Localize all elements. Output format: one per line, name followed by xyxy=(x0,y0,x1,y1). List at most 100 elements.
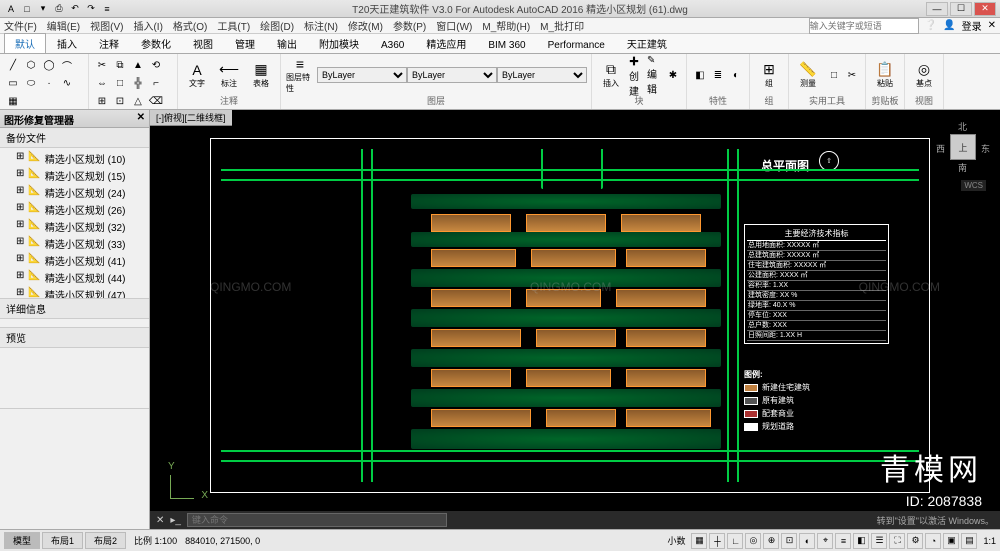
status-extras[interactable]: 小数 xyxy=(667,534,685,547)
ribbon-button[interactable]: ◯ xyxy=(40,56,58,74)
layout-tab[interactable]: 布局2 xyxy=(85,532,126,549)
ribbon-button[interactable]: ⊞组 xyxy=(754,57,784,93)
ribbon-button[interactable]: ⊞ xyxy=(93,92,111,110)
viewcube-west[interactable]: 西 xyxy=(936,142,945,155)
menu-item[interactable]: 格式(O) xyxy=(173,18,207,33)
preview-title[interactable]: 预览 xyxy=(0,328,149,348)
status-toggle[interactable]: ⛶ xyxy=(889,533,905,549)
login-link[interactable]: 登录 xyxy=(962,18,982,33)
ribbon-button[interactable]: ◐ xyxy=(727,66,745,84)
viewport-label[interactable]: [-]俯视][二维线框] xyxy=(150,110,232,126)
menu-item[interactable]: 修改(M) xyxy=(348,18,383,33)
ribbon-button[interactable]: ≡图层特性 xyxy=(285,57,315,93)
ribbon-button[interactable]: ╱ xyxy=(4,56,22,74)
ribbon-tab[interactable]: 输出 xyxy=(266,33,308,53)
maximize-button[interactable]: ☐ xyxy=(950,2,972,16)
ribbon-button[interactable]: ⇔ xyxy=(93,74,111,92)
ribbon-button[interactable]: □ xyxy=(825,66,843,84)
ribbon-button[interactable]: ≣ xyxy=(709,66,727,84)
ribbon-tab[interactable]: 插入 xyxy=(46,33,88,53)
annotation-scale[interactable]: 1:1 xyxy=(983,536,996,546)
viewcube-south[interactable]: 南 xyxy=(958,161,967,174)
status-toggle[interactable]: ▣ xyxy=(943,533,959,549)
qat-button[interactable]: ⎙ xyxy=(52,2,66,16)
scale-label[interactable]: 比例 1:100 xyxy=(134,534,177,547)
file-item[interactable]: ⊞📐精选小区规划 (47) xyxy=(0,286,149,298)
status-toggle[interactable]: ⊕ xyxy=(763,533,779,549)
qat-button[interactable]: □ xyxy=(20,2,34,16)
qat-button[interactable]: ↷ xyxy=(84,2,98,16)
ribbon-button[interactable]: ⟲ xyxy=(147,56,165,74)
ribbon-tab[interactable]: 注释 xyxy=(88,33,130,53)
file-item[interactable]: ⊞📐精选小区规划 (32) xyxy=(0,218,149,235)
ribbon-button[interactable]: ▦表格 xyxy=(246,57,276,93)
user-icon[interactable]: 👤 xyxy=(943,20,955,31)
status-toggle[interactable]: ☰ xyxy=(871,533,887,549)
ribbon-button[interactable]: ╬ xyxy=(129,74,147,92)
ribbon-button[interactable]: ✎ 编辑 xyxy=(646,66,664,84)
menu-item[interactable]: M_批打印 xyxy=(540,18,584,33)
menu-item[interactable]: 绘图(D) xyxy=(260,18,294,33)
layer-select[interactable]: ByLayer xyxy=(497,67,587,83)
exchange-icon[interactable]: ✕ xyxy=(988,20,996,31)
qat-button[interactable]: ↶ xyxy=(68,2,82,16)
status-toggle[interactable]: ∟ xyxy=(727,533,743,549)
ribbon-tab[interactable]: 天正建筑 xyxy=(616,33,678,53)
ribbon-tab[interactable]: 视图 xyxy=(182,33,224,53)
ribbon-tab[interactable]: 默认 xyxy=(4,33,46,53)
command-input[interactable] xyxy=(187,513,447,527)
ribbon-button[interactable]: ⧉插入 xyxy=(596,57,626,93)
ribbon-button[interactable]: ◧ xyxy=(691,66,709,84)
menu-item[interactable]: 标注(N) xyxy=(304,18,338,33)
detail-title[interactable]: 详细信息 xyxy=(0,299,149,319)
status-toggle[interactable]: ⊡ xyxy=(781,533,797,549)
ribbon-button[interactable]: ⊡ xyxy=(111,92,129,110)
cmd-close-icon[interactable]: ✕ xyxy=(156,515,164,526)
ribbon-button[interactable]: ✂ xyxy=(93,56,111,74)
status-toggle[interactable]: ⚙ xyxy=(907,533,923,549)
help-icon[interactable]: ❔ xyxy=(925,20,937,31)
search-input[interactable] xyxy=(809,18,919,34)
ribbon-button[interactable]: ⌐ xyxy=(147,74,165,92)
ribbon-button[interactable]: 📏测量 xyxy=(793,57,823,93)
ribbon-button[interactable]: ▦ xyxy=(4,92,22,110)
menu-item[interactable]: 窗口(W) xyxy=(436,18,472,33)
ribbon-button[interactable]: ⬡ xyxy=(22,56,40,74)
ribbon-tab[interactable]: Performance xyxy=(537,37,616,53)
panel-close-icon[interactable]: ✕ xyxy=(137,112,145,125)
ribbon-button[interactable]: ⟵标注 xyxy=(214,57,244,93)
ribbon-button[interactable]: · xyxy=(40,74,58,92)
layer-select[interactable]: ByLayer xyxy=(317,67,407,83)
layer-select[interactable]: ByLayer xyxy=(407,67,497,83)
viewcube-east[interactable]: 东 xyxy=(981,142,990,155)
qat-button[interactable]: A xyxy=(4,2,18,16)
file-item[interactable]: ⊞📐精选小区规划 (10) xyxy=(0,150,149,167)
status-toggle[interactable]: ◔ xyxy=(925,533,941,549)
ribbon-button[interactable]: ▲ xyxy=(129,56,147,74)
ribbon-button[interactable]: ⌒ xyxy=(58,56,76,74)
ribbon-button[interactable]: △ xyxy=(129,92,147,110)
status-toggle[interactable]: ◧ xyxy=(853,533,869,549)
menu-item[interactable]: M_帮助(H) xyxy=(482,18,530,33)
layout-tab[interactable]: 布局1 xyxy=(42,532,83,549)
backup-title[interactable]: 备份文件 xyxy=(0,128,149,148)
ribbon-button[interactable]: ⌫ xyxy=(147,92,165,110)
ribbon-button[interactable]: 📋粘贴 xyxy=(870,57,900,93)
file-item[interactable]: ⊞📐精选小区规划 (15) xyxy=(0,167,149,184)
menu-item[interactable]: 插入(I) xyxy=(133,18,162,33)
ribbon-tab[interactable]: BIM 360 xyxy=(477,37,536,53)
menu-item[interactable]: 视图(V) xyxy=(90,18,123,33)
viewcube-top[interactable]: 上 xyxy=(950,134,976,160)
qat-button[interactable]: ▾ xyxy=(36,2,50,16)
file-item[interactable]: ⊞📐精选小区规划 (24) xyxy=(0,184,149,201)
menu-item[interactable]: 文件(F) xyxy=(4,18,37,33)
menu-item[interactable]: 参数(P) xyxy=(393,18,426,33)
ribbon-tab[interactable]: 管理 xyxy=(224,33,266,53)
layout-tab[interactable]: 模型 xyxy=(4,532,40,549)
viewcube[interactable]: 北 南 东 西 上 xyxy=(936,120,990,174)
ribbon-tab[interactable]: A360 xyxy=(370,37,415,53)
ribbon-button[interactable]: ◎基点 xyxy=(909,57,939,93)
file-item[interactable]: ⊞📐精选小区规划 (41) xyxy=(0,252,149,269)
drawing-canvas[interactable]: [-]俯视][二维线框] 总平面图 ⇧ xyxy=(150,110,1000,529)
minimize-button[interactable]: — xyxy=(926,2,948,16)
